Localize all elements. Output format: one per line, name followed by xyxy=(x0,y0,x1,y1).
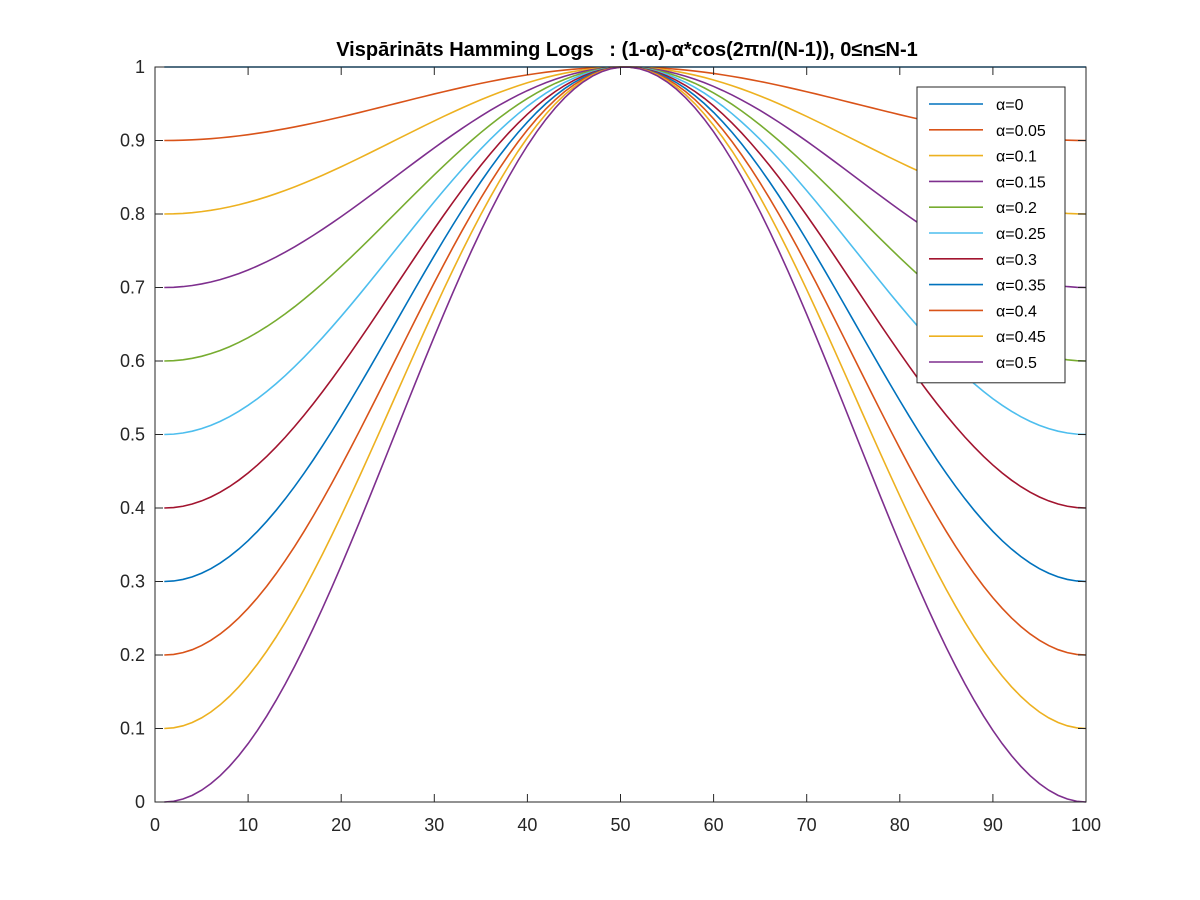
legend-label-9: α=0.45 xyxy=(996,329,1046,346)
y-tick-label: 0 xyxy=(135,792,145,812)
x-tick-label: 20 xyxy=(331,815,351,835)
legend-label-10: α=0.5 xyxy=(996,355,1037,372)
x-tick-label: 100 xyxy=(1071,815,1101,835)
legend-label-7: α=0.35 xyxy=(996,278,1046,295)
x-tick-label: 90 xyxy=(983,815,1003,835)
y-tick-label: 0.6 xyxy=(120,351,145,371)
x-tick-label: 40 xyxy=(517,815,537,835)
y-tick-label: 0.7 xyxy=(120,278,145,298)
x-tick-label: 30 xyxy=(424,815,444,835)
legend-label-8: α=0.4 xyxy=(996,303,1037,320)
legend-label-2: α=0.1 xyxy=(996,149,1037,166)
title-formula: : (1-α)-α*cos(2πn/(N-1)), 0≤n≤N-1 xyxy=(609,39,918,61)
y-tick-label: 1 xyxy=(135,57,145,77)
x-tick-label: 10 xyxy=(238,815,258,835)
legend: α=0 α=0.05 α=0.1 α=0.15 α=0.2 α=0.25 α=0.3 α=0.… xyxy=(916,86,1066,384)
y-tick-label: 0.1 xyxy=(120,719,145,739)
y-tick-label: 0.3 xyxy=(120,572,145,592)
ticks-layer: 0 10 20 30 40 50 60 70 80 90 100 0 0.1 0.2 0.3 0.4 0.5 0.… xyxy=(120,57,1101,835)
legend-label-3: α=0.15 xyxy=(996,174,1046,191)
chart-title: Vispārināts Hamming Logs : (1-α)-α*cos(2… xyxy=(336,39,918,61)
y-tick-label: 0.4 xyxy=(120,498,145,518)
y-tick-label: 0.2 xyxy=(120,645,145,665)
legend-label-1: α=0.05 xyxy=(996,123,1046,140)
title-main: Vispārināts Hamming Logs xyxy=(336,39,593,61)
y-tick-label: 0.5 xyxy=(120,425,145,445)
y-tick-label: 0.8 xyxy=(120,204,145,224)
legend-box xyxy=(916,86,1066,384)
y-tick-label: 0.9 xyxy=(120,131,145,151)
legend-label-6: α=0.3 xyxy=(996,252,1037,269)
x-tick-label: 70 xyxy=(797,815,817,835)
legend-label-5: α=0.25 xyxy=(996,226,1046,243)
x-tick-label: 60 xyxy=(704,815,724,835)
x-tick-label: 80 xyxy=(890,815,910,835)
x-tick-label: 50 xyxy=(610,815,630,835)
legend-label-4: α=0.2 xyxy=(996,200,1037,217)
legend-label-0: α=0 xyxy=(996,97,1024,114)
x-tick-label: 0 xyxy=(150,815,160,835)
